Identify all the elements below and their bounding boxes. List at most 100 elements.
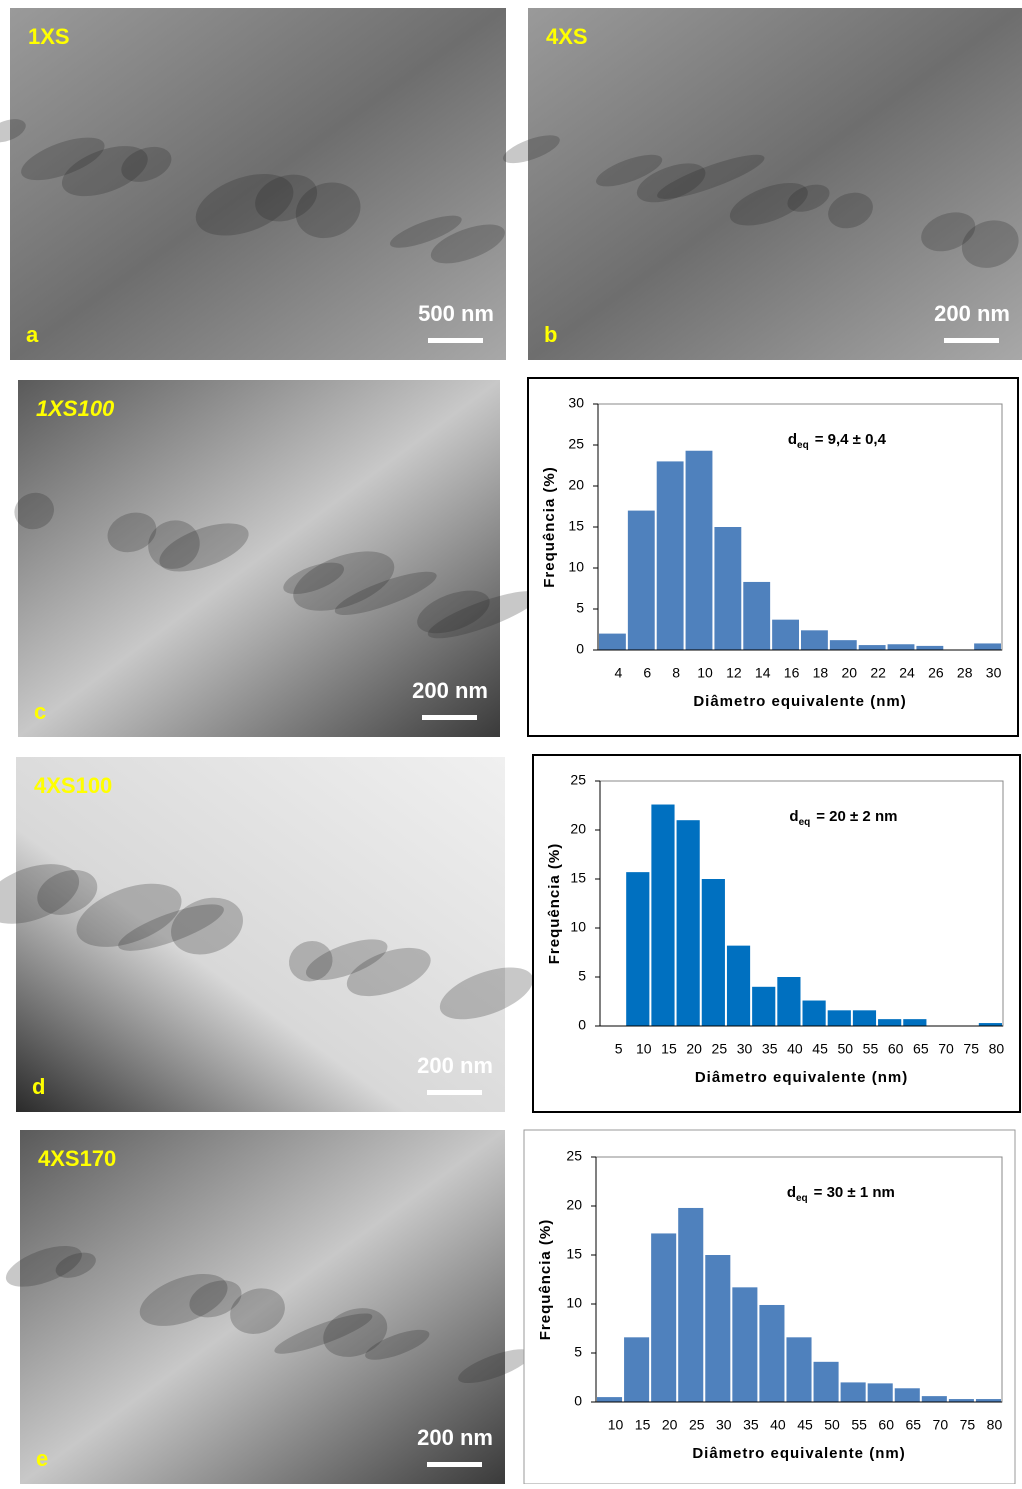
x-axis-label: Diâmetro equivalente (nm) bbox=[695, 1069, 908, 1086]
micrograph bbox=[528, 8, 1022, 360]
bar bbox=[878, 1019, 902, 1026]
bar bbox=[772, 619, 799, 650]
x-tick-label: 35 bbox=[762, 1041, 778, 1057]
x-tick-label: 50 bbox=[837, 1041, 853, 1057]
grain bbox=[828, 192, 873, 229]
grain bbox=[5, 1245, 82, 1287]
panel-letter: b bbox=[544, 322, 557, 347]
grain bbox=[283, 562, 345, 595]
y-axis-label: Frequência (%) bbox=[537, 1219, 554, 1341]
grain bbox=[295, 182, 361, 239]
grain bbox=[293, 551, 395, 611]
annotation-symbol: d bbox=[788, 431, 797, 448]
x-tick-label: 5 bbox=[615, 1041, 623, 1057]
bar bbox=[887, 644, 915, 650]
annotation-text: = 30 ± 1 nm bbox=[814, 1184, 895, 1201]
x-tick-label: 55 bbox=[851, 1417, 867, 1433]
bar bbox=[813, 1361, 839, 1402]
x-tick-label: 75 bbox=[963, 1041, 979, 1057]
scale-label: 200 nm bbox=[934, 301, 1010, 326]
grain bbox=[458, 1349, 532, 1384]
grain bbox=[0, 864, 80, 924]
x-tick-label: 25 bbox=[712, 1041, 728, 1057]
bar bbox=[678, 1207, 704, 1402]
grain bbox=[195, 173, 294, 236]
grain bbox=[189, 1280, 242, 1318]
bar bbox=[759, 1304, 785, 1402]
x-tick-label: 55 bbox=[863, 1041, 879, 1057]
annotation-symbol: d bbox=[789, 808, 798, 825]
annotation: deq = 20 ± 2 nm bbox=[789, 808, 897, 828]
y-tick-label: 25 bbox=[568, 436, 584, 452]
y-tick-label: 15 bbox=[570, 870, 586, 886]
grain bbox=[417, 590, 490, 634]
y-tick-label: 0 bbox=[578, 1017, 586, 1033]
panel-letter: c bbox=[34, 699, 46, 724]
x-tick-label: 30 bbox=[737, 1041, 753, 1057]
x-tick-label: 10 bbox=[608, 1417, 624, 1433]
scale-label: 500 nm bbox=[418, 301, 494, 326]
grain bbox=[439, 967, 534, 1020]
annotation-subscript: eq bbox=[797, 440, 809, 451]
bar bbox=[858, 645, 886, 650]
bar bbox=[732, 1287, 758, 1402]
y-tick-label: 10 bbox=[570, 919, 586, 935]
grain bbox=[323, 1308, 388, 1357]
x-tick-label: 70 bbox=[933, 1417, 949, 1433]
y-axis-label: Frequência (%) bbox=[546, 843, 563, 965]
y-tick-label: 0 bbox=[576, 641, 584, 657]
x-tick-label: 14 bbox=[755, 665, 771, 681]
bar bbox=[840, 1382, 866, 1402]
bar bbox=[626, 872, 650, 1026]
micrograph bbox=[18, 380, 500, 737]
bar bbox=[676, 820, 700, 1026]
grain bbox=[288, 940, 333, 982]
micrograph bbox=[10, 8, 506, 360]
y-tick-label: 30 bbox=[568, 395, 584, 411]
x-axis-label: Diâmetro equivalente (nm) bbox=[693, 693, 906, 710]
scale-label: 200 nm bbox=[417, 1053, 493, 1078]
sample-label: 1XS100 bbox=[36, 396, 115, 421]
x-tick-label: 30 bbox=[986, 665, 1002, 681]
bar bbox=[903, 1019, 927, 1026]
grain bbox=[305, 939, 388, 981]
grain bbox=[346, 947, 431, 997]
y-tick-label: 15 bbox=[566, 1246, 582, 1262]
bar bbox=[786, 1337, 812, 1402]
grain bbox=[961, 220, 1019, 268]
x-tick-label: 28 bbox=[957, 665, 973, 681]
x-tick-label: 10 bbox=[636, 1041, 652, 1057]
panel-letter: a bbox=[26, 322, 39, 347]
grain bbox=[365, 1329, 430, 1360]
x-tick-label: 80 bbox=[987, 1417, 1003, 1433]
bar bbox=[975, 1399, 1001, 1402]
bar bbox=[656, 461, 684, 650]
scale-label: 200 nm bbox=[412, 678, 488, 703]
annotation: deq = 30 ± 1 nm bbox=[787, 1184, 895, 1204]
grain bbox=[0, 119, 26, 143]
x-tick-label: 60 bbox=[878, 1417, 894, 1433]
x-tick-label: 30 bbox=[716, 1417, 732, 1433]
grain bbox=[427, 591, 540, 639]
grain bbox=[55, 1252, 96, 1278]
x-tick-label: 65 bbox=[905, 1417, 921, 1433]
grain bbox=[334, 571, 437, 615]
grain bbox=[21, 137, 105, 181]
micrograph bbox=[20, 1130, 505, 1484]
grain bbox=[230, 1288, 285, 1334]
y-tick-label: 10 bbox=[566, 1295, 582, 1311]
annotation: deq = 9,4 ± 0,4 bbox=[788, 431, 887, 451]
bar bbox=[651, 1233, 677, 1402]
grain bbox=[139, 1273, 228, 1326]
y-tick-label: 25 bbox=[566, 1148, 582, 1164]
grain bbox=[389, 215, 462, 248]
x-tick-label: 45 bbox=[797, 1417, 813, 1433]
y-tick-label: 0 bbox=[574, 1393, 582, 1409]
y-axis-label: Frequência (%) bbox=[541, 466, 558, 588]
y-tick-label: 5 bbox=[574, 1344, 582, 1360]
x-tick-label: 40 bbox=[787, 1041, 803, 1057]
bar bbox=[627, 510, 655, 650]
grain bbox=[118, 904, 224, 951]
